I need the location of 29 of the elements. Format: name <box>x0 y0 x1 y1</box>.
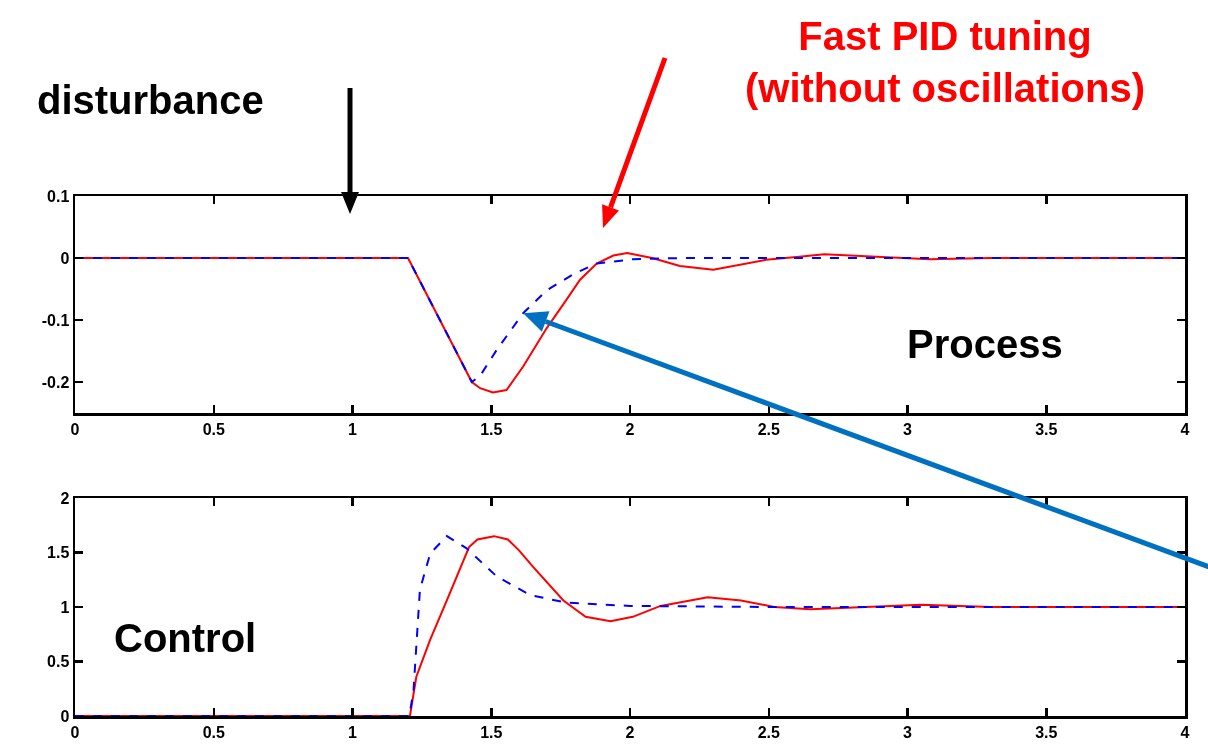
x-tick-label: 2 <box>625 420 635 438</box>
x-tick-label: 1.5 <box>480 420 503 438</box>
x-tick-label: 3 <box>903 420 913 438</box>
annotation: Control <box>114 616 257 660</box>
x-tick-label: 0.5 <box>202 723 225 741</box>
text: Fast PID tuning (without oscillations) <box>745 14 1145 110</box>
y-tick-label: 1.5 <box>47 544 70 562</box>
x-tick-label: 2 <box>625 723 635 741</box>
x-tick-label: 1 <box>348 723 358 741</box>
x-tick-label: 3 <box>903 723 913 741</box>
annotation: Process <box>907 322 1063 366</box>
y-tick-label: -0.2 <box>41 373 70 391</box>
x-tick-label: 4 <box>1180 420 1190 438</box>
y-tick-label: 0.5 <box>47 653 70 671</box>
x-tick-label: 1.5 <box>480 723 503 741</box>
y-tick-label: 0 <box>60 707 70 725</box>
y-tick-label: 0.1 <box>47 187 70 205</box>
y-tick-label: -0.1 <box>41 311 70 329</box>
y-tick-label: 1 <box>60 598 70 616</box>
x-tick-label: 2.5 <box>757 723 780 741</box>
x-tick-label: 1 <box>348 420 358 438</box>
x-tick-label: 2.5 <box>757 420 780 438</box>
text: disturbance <box>37 78 264 122</box>
x-tick-label: 4 <box>1180 723 1190 741</box>
x-tick-label: 3.5 <box>1035 420 1058 438</box>
x-tick-label: 3.5 <box>1035 723 1058 741</box>
x-tick-label: 0.5 <box>202 420 225 438</box>
y-tick-label: 2 <box>60 489 70 507</box>
y-tick-label: 0 <box>60 249 70 267</box>
